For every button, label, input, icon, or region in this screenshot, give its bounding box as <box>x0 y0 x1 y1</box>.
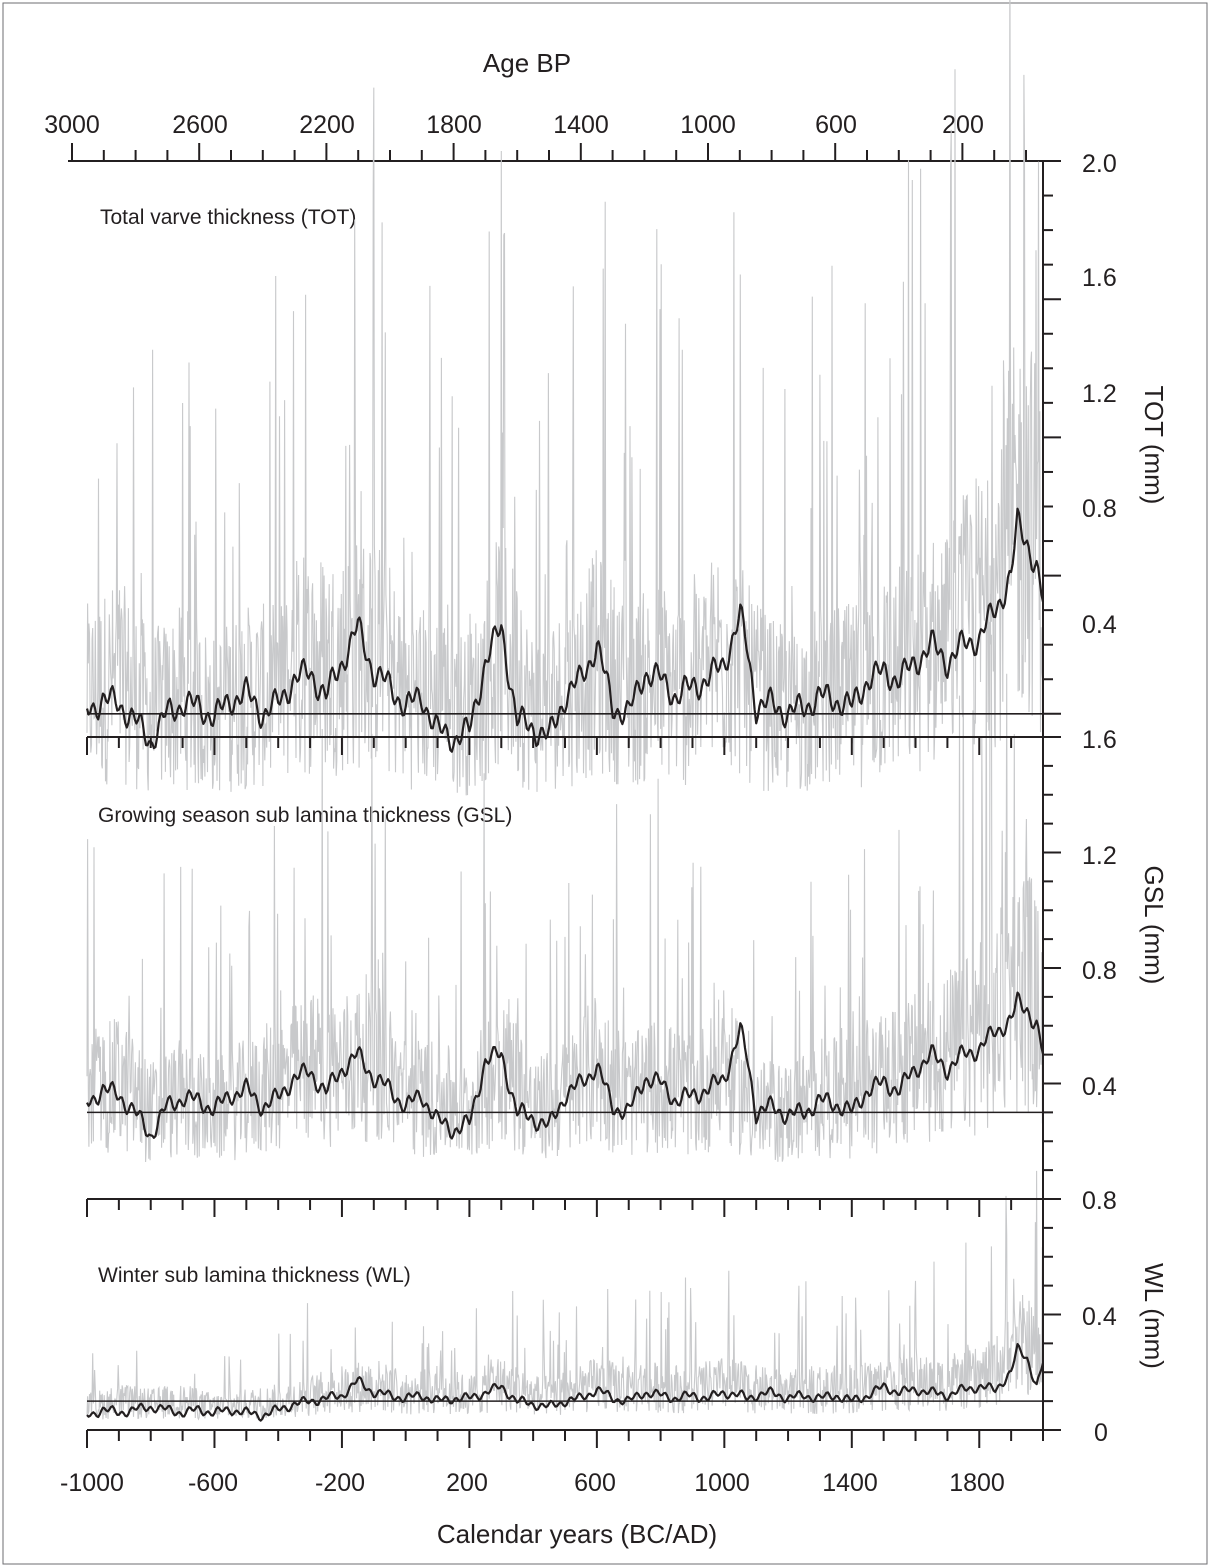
gsl-smoothed-series <box>86 991 1045 1140</box>
wl-raw-series <box>86 1170 1044 1421</box>
calendar-axis-title: Calendar years (BC/AD) <box>437 1519 717 1549</box>
gsl-y-tick-label: 1.6 <box>1082 726 1117 754</box>
smoothed-series-layer <box>85 507 1045 1422</box>
age-bp-tick-label: 3000 <box>44 111 100 139</box>
age-bp-tick-label: 1400 <box>553 111 609 139</box>
tot-y-tick-labels: 2.0 1.6 1.2 0.8 0.4 <box>1082 150 1117 639</box>
calendar-tick-label: -600 <box>188 1469 238 1497</box>
calendar-tick-label: -1000 <box>60 1469 124 1497</box>
wl-smoothed-series <box>86 1343 1045 1422</box>
gsl-y-tick-label: 1.2 <box>1082 842 1117 870</box>
calendar-tick-labels: -1000 -600 -200 200 600 1000 1400 1800 <box>60 1469 1005 1497</box>
calendar-tick-label: 1000 <box>694 1469 750 1497</box>
gsl-y-axis-title: GSL (mm) <box>1139 866 1169 985</box>
age-bp-tick-label: 1800 <box>426 111 482 139</box>
wl-y-tick-label: 0 <box>1094 1419 1108 1447</box>
calendar-tick-label: 1400 <box>822 1469 878 1497</box>
gsl-panel-title: Growing season sub lamina thickness (GSL… <box>98 804 512 827</box>
gsl-y-tick-label: 0.8 <box>1082 957 1117 985</box>
tot-y-tick-label: 1.2 <box>1082 380 1117 408</box>
reference-lines-layer <box>87 712 1043 1402</box>
tot-y-tick-label: 0.8 <box>1082 495 1117 523</box>
age-bp-tick-label: 2200 <box>299 111 355 139</box>
age-bp-axis <box>68 143 1043 162</box>
calendar-tick-label: 1800 <box>949 1469 1005 1497</box>
tot-smoothed-series <box>85 507 1045 753</box>
age-bp-tick-label: 2600 <box>172 111 228 139</box>
calendar-tick-label: 600 <box>574 1469 616 1497</box>
tot-y-tick-label: 0.4 <box>1082 611 1117 639</box>
wl-y-axis-title: WL (mm) <box>1139 1263 1169 1369</box>
age-bp-tick-labels: 3000 2600 2200 1800 1400 1000 600 200 <box>44 111 984 139</box>
age-bp-tick-label: 1000 <box>680 111 736 139</box>
tot-y-tick-label: 1.6 <box>1082 264 1117 292</box>
wl-y-tick-label: 0.4 <box>1082 1303 1117 1331</box>
tot-y-tick-label: 2.0 <box>1082 150 1117 178</box>
wl-panel-title: Winter sub lamina thickness (WL) <box>98 1264 411 1287</box>
tot-y-axis-title: TOT (mm) <box>1139 386 1169 505</box>
gsl-raw-series <box>86 565 1044 1163</box>
age-bp-tick-label: 200 <box>942 111 984 139</box>
calendar-tick-label: 200 <box>446 1469 488 1497</box>
age-bp-tick-label: 600 <box>815 111 857 139</box>
raw-series-layer <box>86 0 1044 1421</box>
wl-y-tick-label: 0.8 <box>1082 1187 1117 1215</box>
wl-y-tick-labels: 0.8 0.4 0 <box>1082 1187 1117 1447</box>
axes-layer <box>86 160 1061 1448</box>
calendar-tick-label: -200 <box>315 1469 365 1497</box>
tot-panel-title: Total varve thickness (TOT) <box>100 206 356 229</box>
gsl-y-tick-labels: 1.6 1.2 0.8 0.4 <box>1082 726 1117 1101</box>
age-bp-axis-title: Age BP <box>483 48 571 78</box>
gsl-y-tick-label: 0.4 <box>1082 1073 1117 1101</box>
tot-raw-series <box>86 0 1044 796</box>
